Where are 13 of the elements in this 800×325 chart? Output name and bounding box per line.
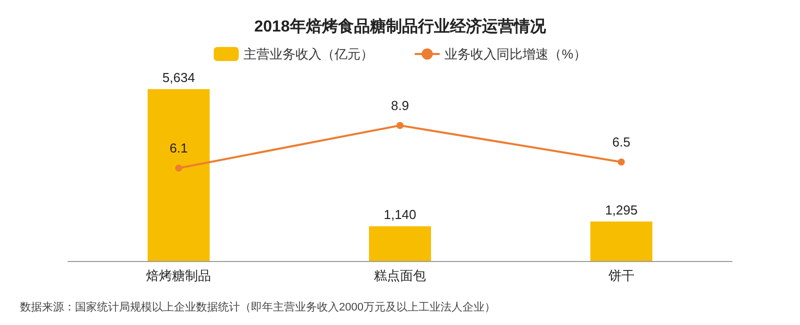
legend-label: 主营业务收入（亿元）	[244, 46, 374, 62]
chart-title: 2018年焙烤食品糖制品行业经济运营情况	[254, 18, 547, 36]
data-label: 5,634	[162, 70, 195, 86]
x-tick-label: 焙烤糖制品	[146, 268, 212, 283]
data-label: 8.9	[390, 98, 410, 113]
legend-label: 业务收入同比增速（%）	[444, 46, 586, 62]
data-label: 1,295	[605, 202, 638, 218]
data-label: 1,140	[384, 207, 416, 222]
data-label: 6.1	[170, 140, 188, 156]
x-tick-label: 糕点面包	[374, 268, 426, 283]
data-label: 6.5	[612, 134, 630, 150]
source-note: 数据来源：国家统计局规模以上企业数据统计（即年主营业务收入2000万元及以上工业法人企业）	[20, 300, 496, 314]
x-tick-label: 饼干	[607, 268, 634, 283]
